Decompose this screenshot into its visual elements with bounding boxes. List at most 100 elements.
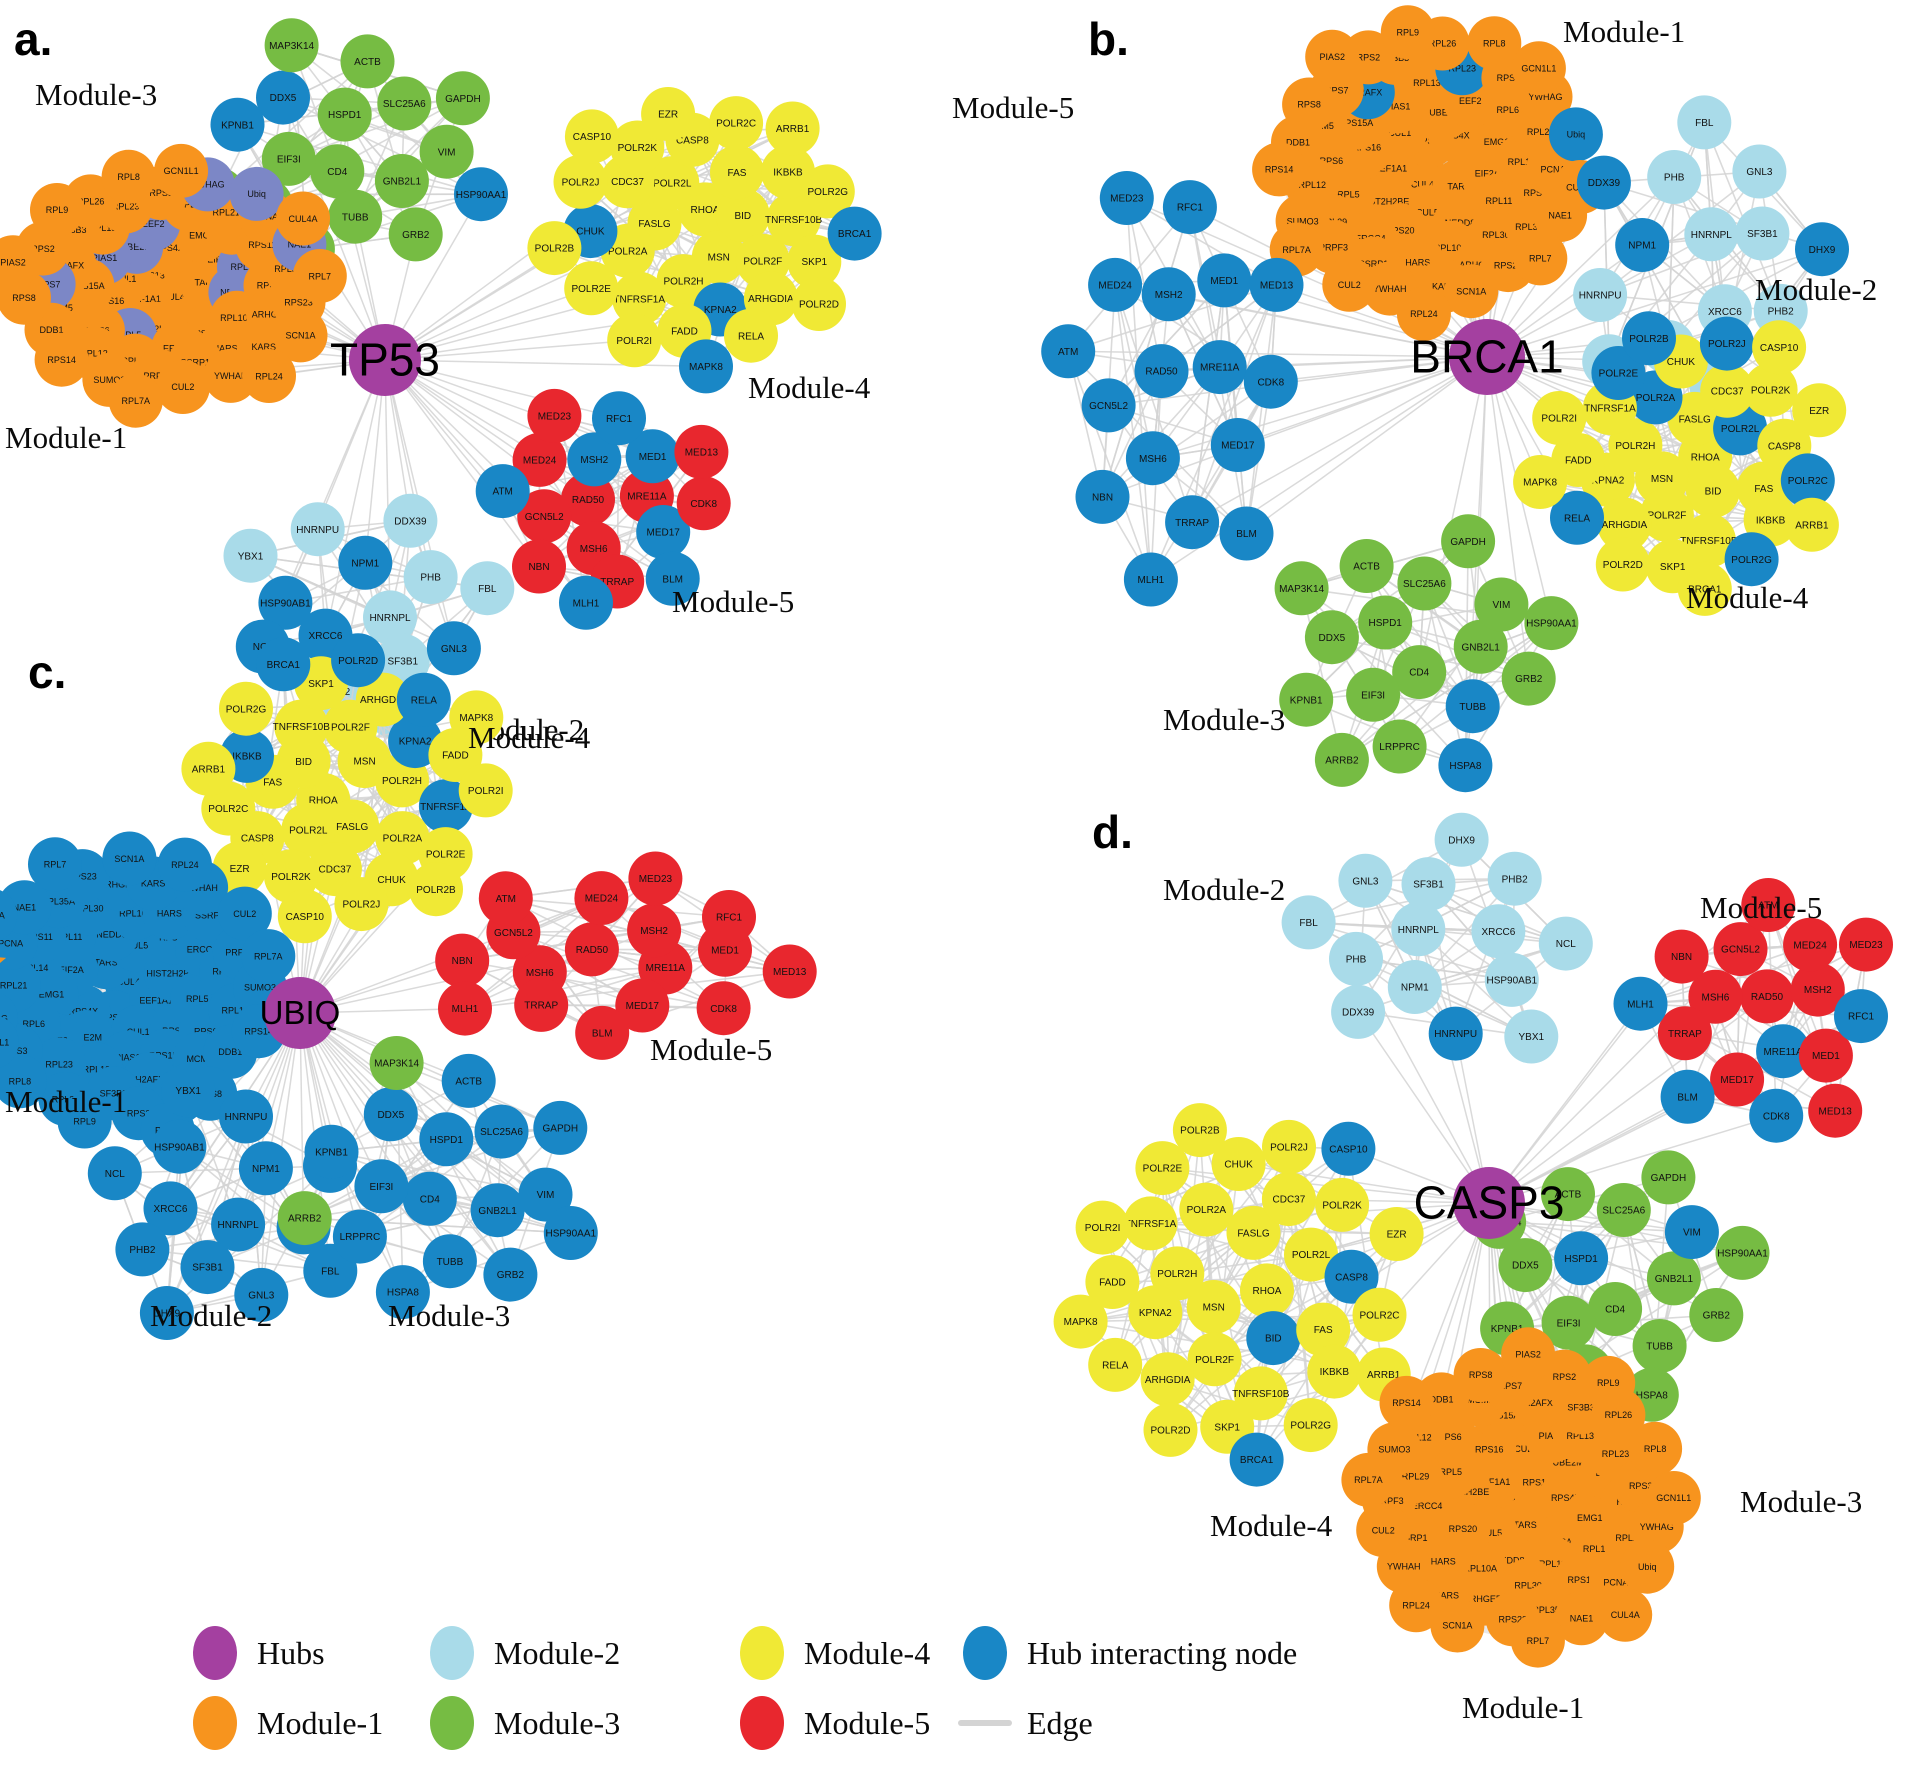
network-node: VIM bbox=[419, 124, 474, 179]
edge bbox=[512, 931, 726, 951]
node-circle bbox=[612, 271, 667, 326]
node-circle bbox=[242, 349, 296, 403]
node-circle bbox=[241, 929, 296, 984]
network-node: RPL8 bbox=[1628, 1421, 1683, 1476]
edge bbox=[1266, 1148, 1350, 1292]
edge bbox=[1126, 197, 1278, 286]
network-node: MED24 bbox=[1783, 917, 1838, 972]
node-circle bbox=[1474, 577, 1529, 632]
network-node: CASP10 bbox=[277, 889, 332, 944]
network-node: FBL bbox=[460, 561, 515, 616]
node-circle bbox=[1380, 5, 1435, 60]
node-star-shape bbox=[0, 957, 7, 964]
node-circle bbox=[1081, 378, 1136, 433]
network-node: YBX1 bbox=[161, 1063, 216, 1118]
hub-node-ubiq: UBIQ bbox=[260, 977, 340, 1049]
node-circle bbox=[388, 207, 443, 262]
network-node: CUL4A bbox=[1598, 1587, 1653, 1642]
node-circle bbox=[256, 637, 311, 692]
network-node: Ubiq bbox=[1620, 1539, 1675, 1594]
node-circle bbox=[1710, 1052, 1765, 1107]
node-circle bbox=[139, 1286, 194, 1340]
node-circle bbox=[1834, 989, 1888, 1044]
node-circle bbox=[458, 763, 513, 818]
edge bbox=[141, 1248, 332, 1272]
node-circle bbox=[645, 551, 700, 606]
node-circle bbox=[438, 981, 492, 1036]
node-circle bbox=[1140, 1352, 1195, 1407]
node-circle bbox=[559, 575, 613, 630]
node-circle bbox=[592, 391, 646, 446]
network-node: ATM bbox=[475, 464, 530, 519]
network-node: ACTB bbox=[1339, 539, 1394, 593]
legend-item-label: Hub interacting node bbox=[1027, 1635, 1297, 1671]
node-circle bbox=[553, 154, 608, 209]
node-circle bbox=[1524, 596, 1579, 651]
network-node: POLR2A bbox=[1179, 1182, 1234, 1237]
edge bbox=[538, 459, 705, 505]
node-circle bbox=[273, 308, 328, 363]
network-node: BRCA1 bbox=[1229, 1432, 1284, 1487]
network-node: CDK8 bbox=[676, 476, 731, 531]
network-node: MED13 bbox=[762, 944, 817, 999]
node-circle bbox=[338, 535, 393, 590]
network-node: EIF3I bbox=[354, 1159, 409, 1214]
node-circle bbox=[1187, 1332, 1242, 1387]
node-circle bbox=[1573, 268, 1628, 322]
node-circle bbox=[628, 851, 683, 906]
network-node: BLM bbox=[575, 1005, 630, 1060]
node-circle bbox=[709, 96, 764, 151]
legend-swatch bbox=[740, 1696, 784, 1750]
hub-node-brca1: BRCA1 bbox=[1410, 319, 1564, 395]
network-node: TUBB bbox=[328, 189, 383, 244]
edge bbox=[114, 1165, 331, 1175]
node-circle bbox=[1639, 487, 1694, 542]
legend-item-label: Module-3 bbox=[494, 1705, 620, 1741]
network-node: GCN1L1 bbox=[1646, 1471, 1701, 1525]
network-node: CUL4A bbox=[276, 191, 330, 246]
node-circle bbox=[1646, 1251, 1701, 1306]
network-node: POLR2B bbox=[1622, 311, 1676, 366]
network-node: RPL9 bbox=[30, 183, 84, 237]
network-node: GRB2 bbox=[1689, 1288, 1744, 1342]
module-label: Module-5 bbox=[952, 90, 1074, 125]
network-node: HSP90AA1 bbox=[1715, 1225, 1770, 1280]
module-label: Module-5 bbox=[1700, 890, 1822, 925]
edge bbox=[264, 97, 464, 206]
node-circle bbox=[277, 889, 332, 944]
network-node: RAD50 bbox=[1740, 969, 1794, 1024]
network-node: PHB bbox=[1329, 931, 1383, 986]
network-node: NBN bbox=[1075, 469, 1130, 524]
node-circle bbox=[1240, 1263, 1294, 1318]
node-circle bbox=[161, 1063, 216, 1118]
node-circle bbox=[229, 166, 284, 221]
network-node: HSP90AA1 bbox=[1524, 596, 1579, 651]
edge bbox=[384, 359, 707, 368]
hub-circle bbox=[349, 324, 421, 396]
network-node: CD4 bbox=[1392, 645, 1447, 700]
network-node: SCN1A bbox=[102, 831, 157, 886]
node-circle bbox=[1780, 453, 1835, 508]
panel-letter-c: c. bbox=[28, 646, 66, 698]
node-circle bbox=[449, 690, 504, 745]
node-circle bbox=[564, 109, 619, 164]
node-circle bbox=[1622, 311, 1676, 366]
node-circle bbox=[238, 1141, 293, 1196]
network-node: BID bbox=[1686, 463, 1740, 518]
network-node: CASP10 bbox=[1321, 1121, 1376, 1176]
network-node: HSPA8 bbox=[1438, 738, 1493, 793]
network-node: Ubiq bbox=[1548, 107, 1603, 162]
node-circle bbox=[1165, 495, 1220, 550]
node-circle bbox=[514, 977, 569, 1032]
node-circle bbox=[1647, 150, 1702, 204]
edge bbox=[299, 1012, 431, 1200]
edge bbox=[467, 1080, 512, 1276]
legend-item: Module-4 bbox=[740, 1626, 930, 1680]
network-node: VIM bbox=[1664, 1205, 1719, 1260]
edge bbox=[166, 1115, 247, 1314]
node-circle bbox=[625, 429, 680, 484]
node-circle bbox=[281, 802, 336, 857]
node-circle bbox=[1053, 1294, 1108, 1349]
node-circle bbox=[527, 221, 582, 276]
network-node: CD4 bbox=[402, 1171, 457, 1226]
